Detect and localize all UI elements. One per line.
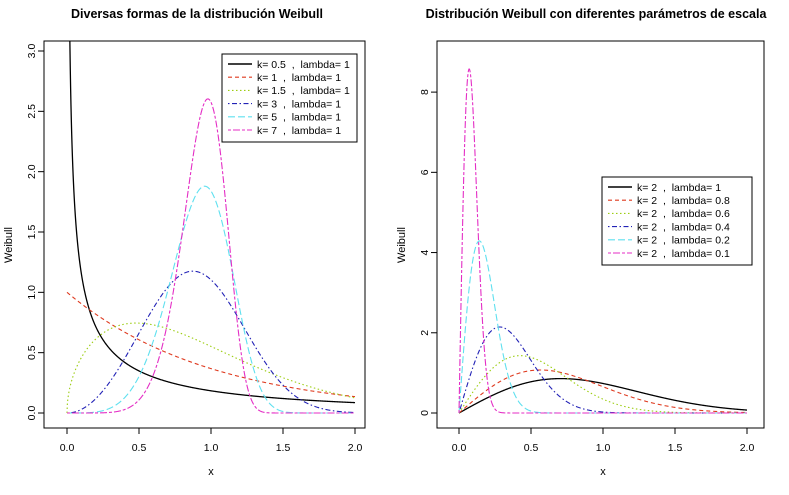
series-line: [67, 185, 355, 414]
legend-entry-label: k= 2 , lambda= 0.6: [637, 208, 730, 220]
x-axis-label: x: [208, 466, 214, 478]
y-tick-label: 2.0: [26, 164, 38, 179]
series-group: [458, 68, 748, 414]
y-tick-label: 6: [419, 169, 431, 175]
x-tick-label: 1.0: [204, 442, 219, 454]
legend-box: [601, 176, 753, 266]
y-axis-label: Weibull: [396, 227, 408, 263]
y-tick-label: 2: [419, 330, 431, 336]
series-line: [69, 41, 356, 404]
series-line: [66, 322, 356, 414]
legend-box: [221, 53, 358, 143]
x-axis-label: x: [600, 466, 606, 478]
chart-panel-2: Distribución Weibull con diferentes pará…: [396, 7, 767, 478]
series-line: [458, 326, 747, 414]
plot-frame: [43, 40, 366, 429]
legend-entry-label: k= 1 , lambda= 1: [257, 72, 341, 84]
y-tick-label: 8: [419, 89, 431, 95]
legend: k= 0.5 , lambda= 1k= 1 , lambda= 1k= 1.5…: [221, 53, 358, 143]
y-tick-label: 2.5: [26, 104, 38, 119]
legend-entry-label: k= 3 , lambda= 1: [257, 98, 341, 110]
series-line: [458, 68, 747, 414]
chart-panel-1: Diversas formas de la distribución Weibu…: [3, 7, 366, 478]
x-tick-label: 1.0: [596, 442, 611, 454]
series-line: [458, 355, 747, 414]
y-axis-label: Weibull: [3, 227, 15, 263]
legend-entry-label: k= 5 , lambda= 1: [257, 112, 341, 124]
series-line: [67, 270, 356, 414]
x-tick-label: 1.5: [668, 442, 683, 454]
x-tick-label: 0.0: [60, 442, 75, 454]
plot-frame: [436, 40, 765, 429]
legend-entry-label: k= 2 , lambda= 1: [637, 182, 721, 194]
y-tick-label: 0.5: [26, 345, 38, 360]
x-tick-label: 0.0: [452, 442, 467, 454]
y-tick-label: 4: [419, 249, 431, 255]
series-line: [458, 377, 748, 414]
x-tick-label: 2.0: [348, 442, 363, 454]
legend-entry-label: k= 7 , lambda= 1: [257, 125, 341, 137]
x-tick-label: 2.0: [740, 442, 755, 454]
y-tick-label: 1.5: [26, 225, 38, 240]
x-tick-label: 1.5: [276, 442, 291, 454]
legend: k= 2 , lambda= 1k= 2 , lambda= 0.8k= 2 ,…: [601, 176, 753, 266]
legend-entry-label: k= 1.5 , lambda= 1: [257, 85, 350, 97]
legend-entry-label: k= 2 , lambda= 0.2: [637, 235, 730, 247]
y-tick-label: 0: [419, 410, 431, 416]
legend-entry-label: k= 2 , lambda= 0.4: [637, 221, 730, 233]
chart-title: Distribución Weibull con diferentes pará…: [426, 7, 768, 21]
legend-entry-label: k= 2 , lambda= 0.1: [637, 248, 730, 260]
legend-entry-label: k= 2 , lambda= 0.8: [637, 195, 730, 207]
legend-entry-label: k= 0.5 , lambda= 1: [257, 59, 350, 71]
chart-title: Diversas formas de la distribución Weibu…: [71, 7, 323, 21]
series-group: [66, 41, 356, 414]
series-line: [66, 291, 356, 398]
series-line: [458, 369, 748, 414]
y-tick-label: 0.0: [26, 406, 38, 421]
x-tick-label: 0.5: [132, 442, 147, 454]
series-line: [67, 98, 355, 414]
y-tick-label: 1.0: [26, 285, 38, 300]
y-tick-label: 3.0: [26, 44, 38, 59]
x-tick-label: 0.5: [524, 442, 539, 454]
